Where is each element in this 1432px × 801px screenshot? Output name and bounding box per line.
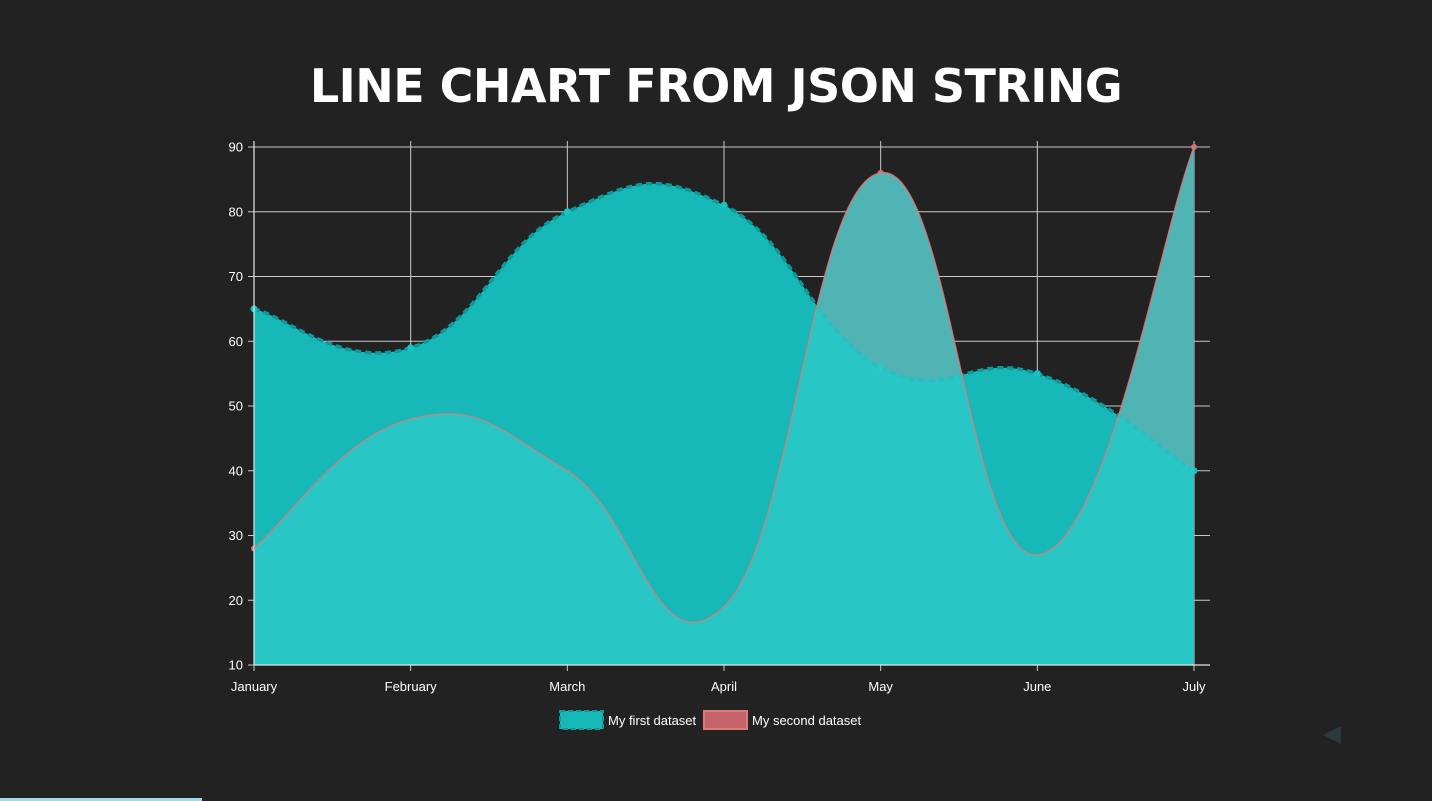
legend-label: My first dataset xyxy=(608,713,697,728)
series-1-point xyxy=(563,208,571,216)
legend-label: My second dataset xyxy=(752,713,862,728)
x-tick-label: April xyxy=(711,679,737,694)
x-tick-label: January xyxy=(231,679,278,694)
y-tick-label: 70 xyxy=(229,269,243,284)
y-tick-label: 90 xyxy=(229,140,243,155)
x-tick-label: May xyxy=(868,679,893,694)
progress-accent-bar xyxy=(0,798,202,801)
y-tick-label: 40 xyxy=(229,463,243,478)
legend-item-my-second-dataset[interactable]: My second dataset xyxy=(703,710,862,730)
series-my-first-dataset xyxy=(250,147,1198,665)
chart-legend[interactable]: My first dataset My second dataset xyxy=(559,710,862,730)
y-tick-label: 10 xyxy=(229,658,243,673)
series-2-line xyxy=(253,146,1195,623)
legend-swatch xyxy=(559,710,604,730)
y-tick-label: 30 xyxy=(229,528,243,543)
x-tick-label: July xyxy=(1182,679,1206,694)
y-tick-label: 60 xyxy=(229,334,243,349)
legend-item-my-first-dataset[interactable]: My first dataset xyxy=(559,710,697,730)
series-1-point xyxy=(1033,370,1041,378)
x-tick-label: March xyxy=(549,679,585,694)
page-title: LINE CHART FROM JSON STRING xyxy=(309,59,1123,113)
y-tick-label: 50 xyxy=(229,399,243,414)
y-tick-label: 80 xyxy=(229,204,243,219)
y-tick-label: 20 xyxy=(229,593,243,608)
chart-axes: 90 80 70 60 50 40 30 20 10 January February March Ap… xyxy=(229,140,1210,694)
triangle-left-icon[interactable] xyxy=(1323,726,1341,744)
series-1-point xyxy=(407,344,415,352)
legend-swatch xyxy=(703,710,748,730)
series-1-point xyxy=(720,201,728,209)
series-2-overlay-area xyxy=(254,147,1194,665)
x-tick-label: June xyxy=(1023,679,1051,694)
x-tick-label: February xyxy=(385,679,438,694)
